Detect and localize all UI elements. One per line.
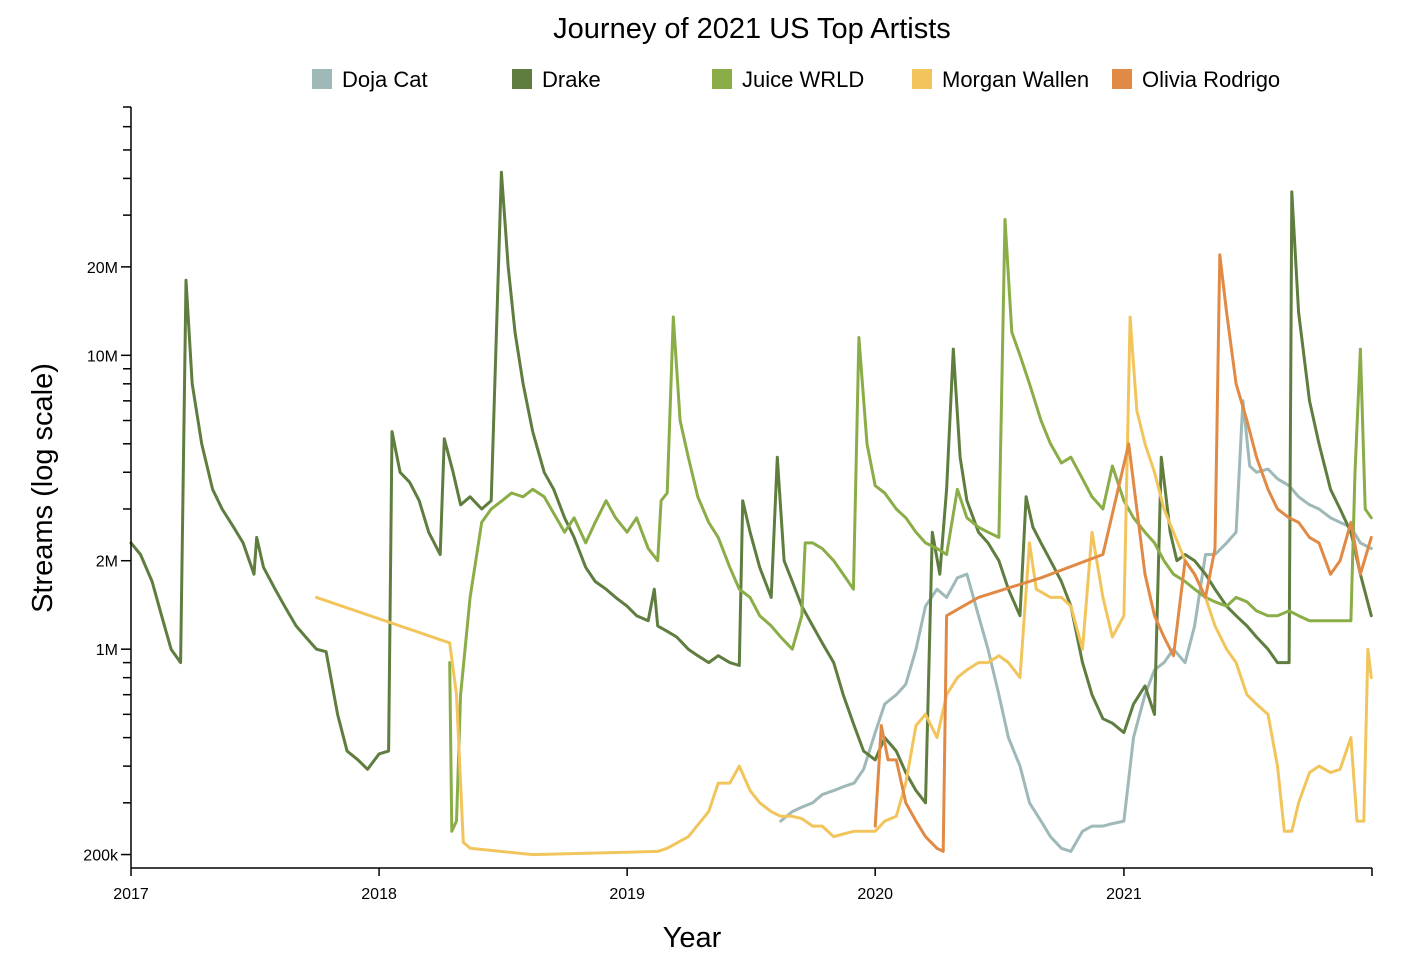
x-tick-label: 2018: [361, 886, 397, 903]
chart-title: Journey of 2021 US Top Artists: [553, 13, 951, 45]
legend-swatch-doja-cat: [312, 69, 332, 89]
legend-swatch-drake: [512, 69, 532, 89]
legend-label-doja-cat: Doja Cat: [342, 67, 428, 92]
legend-label-drake: Drake: [542, 67, 601, 92]
series-line-olivia-rodrigo: [873, 253, 1373, 853]
legend-label-morgan-wallen: Morgan Wallen: [942, 67, 1089, 92]
series-layer: [129, 170, 1373, 857]
y-tick-label: 2M: [96, 554, 118, 571]
y-axis: 200k 1M 2M 10M 20M: [83, 106, 132, 868]
x-axis: 2017 2018 2019 2020 2021: [113, 867, 1373, 903]
y-tick-label: 1M: [96, 642, 118, 659]
series-line-doja-cat: [779, 399, 1373, 853]
x-tick-label: 2017: [113, 886, 149, 903]
series-line-juice-wrld: [448, 218, 1373, 833]
x-tick-label: 2021: [1106, 886, 1142, 903]
legend: Doja Cat Drake Juice WRLD Morgan Wallen Oliv…: [312, 67, 1280, 92]
legend-label-olivia-rodrigo: Olivia Rodrigo: [1142, 67, 1280, 92]
x-tick-label: 2020: [857, 886, 893, 903]
y-tick-label: 200k: [83, 848, 119, 865]
x-tick-label: 2019: [609, 886, 645, 903]
series-line-drake: [129, 170, 1373, 805]
series-line-morgan-wallen: [315, 315, 1373, 857]
legend-swatch-juice-wrld: [712, 69, 732, 89]
y-tick-label: 10M: [87, 348, 118, 365]
legend-label-juice-wrld: Juice WRLD: [742, 67, 864, 92]
y-axis-title: Streams (log scale): [27, 363, 59, 613]
x-axis-title: Year: [663, 922, 722, 954]
legend-swatch-olivia-rodrigo: [1112, 69, 1132, 89]
legend-swatch-morgan-wallen: [912, 69, 932, 89]
y-tick-label: 20M: [87, 260, 118, 277]
